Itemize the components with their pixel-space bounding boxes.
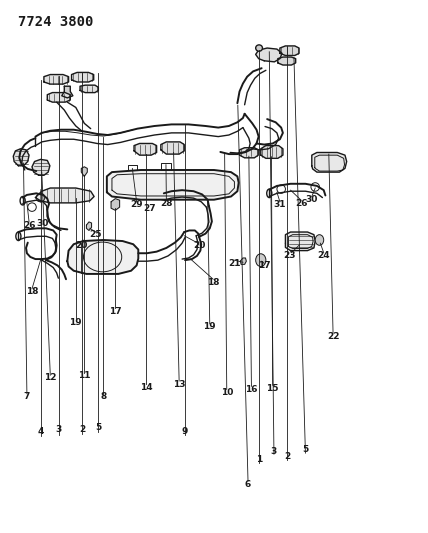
Text: 14: 14 bbox=[140, 383, 152, 392]
Text: 15: 15 bbox=[267, 384, 279, 393]
Text: 3: 3 bbox=[271, 447, 277, 456]
Text: 18: 18 bbox=[26, 287, 38, 296]
Text: 21: 21 bbox=[228, 259, 241, 268]
Polygon shape bbox=[71, 72, 94, 82]
Text: 13: 13 bbox=[173, 379, 185, 389]
Polygon shape bbox=[312, 152, 347, 172]
Text: 7724 3800: 7724 3800 bbox=[18, 14, 94, 29]
Polygon shape bbox=[280, 46, 299, 55]
Text: 3: 3 bbox=[56, 425, 62, 434]
Polygon shape bbox=[261, 146, 283, 158]
Polygon shape bbox=[13, 149, 29, 166]
Text: 27: 27 bbox=[143, 204, 156, 213]
Text: 1: 1 bbox=[256, 455, 262, 464]
Polygon shape bbox=[80, 85, 98, 93]
Text: 6: 6 bbox=[245, 480, 251, 489]
Polygon shape bbox=[86, 222, 92, 230]
Text: 8: 8 bbox=[100, 392, 107, 401]
Text: 4: 4 bbox=[37, 427, 44, 437]
Polygon shape bbox=[81, 167, 87, 176]
Text: 20: 20 bbox=[193, 241, 205, 250]
Text: 19: 19 bbox=[203, 322, 216, 332]
Polygon shape bbox=[278, 57, 296, 65]
Polygon shape bbox=[107, 170, 239, 200]
Text: 29: 29 bbox=[130, 200, 143, 209]
Text: 17: 17 bbox=[109, 306, 122, 316]
Text: 16: 16 bbox=[245, 385, 258, 394]
Polygon shape bbox=[32, 159, 50, 175]
Polygon shape bbox=[240, 148, 258, 158]
Text: 25: 25 bbox=[89, 230, 102, 239]
Polygon shape bbox=[134, 143, 157, 155]
Text: 11: 11 bbox=[78, 371, 91, 380]
Text: 5: 5 bbox=[302, 446, 309, 455]
Text: 30: 30 bbox=[37, 219, 49, 228]
Ellipse shape bbox=[256, 254, 266, 266]
Polygon shape bbox=[67, 240, 138, 274]
Text: 26: 26 bbox=[23, 221, 35, 230]
Polygon shape bbox=[48, 93, 70, 102]
Text: 20: 20 bbox=[75, 241, 87, 250]
Text: 18: 18 bbox=[207, 278, 220, 287]
Text: 9: 9 bbox=[182, 427, 188, 437]
Text: 12: 12 bbox=[44, 373, 56, 382]
Text: 17: 17 bbox=[258, 261, 270, 270]
Polygon shape bbox=[44, 75, 68, 84]
Polygon shape bbox=[62, 86, 73, 98]
Text: 2: 2 bbox=[79, 425, 85, 434]
Polygon shape bbox=[161, 142, 184, 154]
Text: 24: 24 bbox=[318, 252, 330, 261]
Text: 2: 2 bbox=[284, 452, 290, 461]
Text: 30: 30 bbox=[306, 195, 318, 204]
Text: 5: 5 bbox=[95, 423, 101, 432]
Text: 28: 28 bbox=[160, 199, 172, 208]
Text: 31: 31 bbox=[273, 200, 286, 209]
Polygon shape bbox=[36, 188, 94, 203]
Text: 23: 23 bbox=[283, 252, 296, 261]
Polygon shape bbox=[111, 199, 119, 211]
Text: 10: 10 bbox=[220, 388, 233, 397]
Polygon shape bbox=[285, 232, 315, 251]
Polygon shape bbox=[256, 48, 282, 62]
Polygon shape bbox=[241, 258, 247, 264]
Text: 7: 7 bbox=[24, 392, 30, 401]
Text: 22: 22 bbox=[327, 332, 339, 341]
Ellipse shape bbox=[315, 235, 324, 245]
Ellipse shape bbox=[256, 45, 262, 51]
Text: 26: 26 bbox=[295, 199, 307, 208]
Text: 19: 19 bbox=[69, 318, 82, 327]
